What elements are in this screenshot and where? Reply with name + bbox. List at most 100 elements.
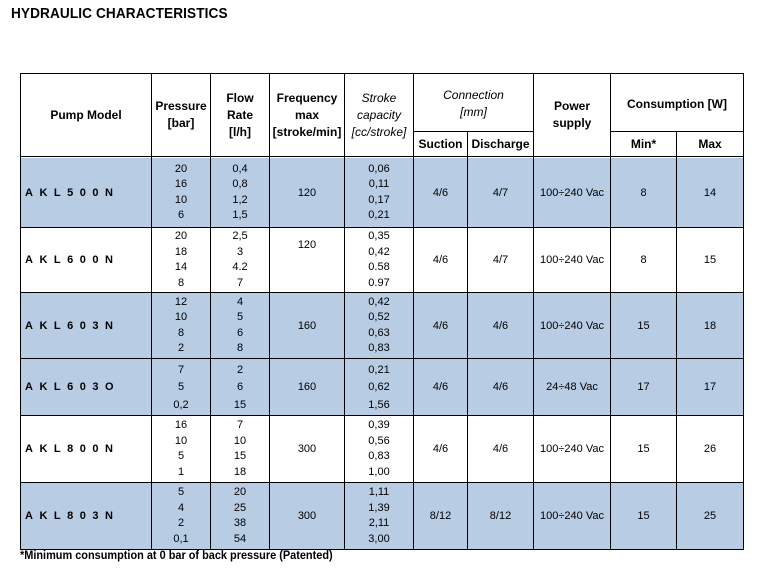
pressure-value: 4 <box>177 501 185 514</box>
col-divider <box>269 74 270 549</box>
pressure-value: 2 <box>177 342 185 354</box>
pressure-values: 20 16 10 6 <box>152 162 210 224</box>
flow-value: 4.2 <box>232 261 248 273</box>
consumption-min-value: 15 <box>637 510 650 522</box>
pump-model: AKL500N <box>25 186 120 199</box>
power-supply-value: 100÷240 Vac <box>540 186 604 199</box>
pump-model: AKL600N <box>25 254 120 266</box>
col-divider <box>210 74 211 549</box>
header-flow-line3: [l/h] <box>229 124 251 139</box>
flow-value: 8 <box>236 342 244 354</box>
frequency-value: 160 <box>297 319 317 332</box>
pump-model: AKL603N <box>25 319 120 332</box>
stroke-value: 0,06 <box>368 162 390 175</box>
pressure-value: 0,2 <box>173 398 189 411</box>
stroke-value: 0,39 <box>368 419 390 431</box>
header-discharge: Discharge <box>471 136 530 151</box>
row-shading <box>21 483 743 549</box>
pressure-values: 16 10 5 1 <box>152 418 210 480</box>
stroke-values: 0,21 0,62 1,56 <box>345 363 413 413</box>
row-divider <box>21 415 743 416</box>
pump-model: AKL603O <box>25 381 121 393</box>
pressure-value: 12 <box>174 295 188 308</box>
discharge-value: 4/6 <box>492 443 509 455</box>
header-pressure: Pressure [bar] <box>152 74 210 156</box>
consumption-max-value: 25 <box>703 510 717 522</box>
pressure-values: 7 5 0,2 <box>152 363 210 413</box>
power-supply-value: 100÷240 Vac <box>540 319 604 332</box>
consumption-min-value: 8 <box>640 254 647 266</box>
flow-value: 25 <box>233 501 247 514</box>
suction-value: 4/6 <box>432 254 449 266</box>
stroke-value: 0,83 <box>368 450 390 462</box>
header-divider <box>21 156 743 157</box>
stroke-value: 3,00 <box>368 532 390 545</box>
suction-value: 4/6 <box>432 186 449 199</box>
pressure-value: 2 <box>177 517 185 529</box>
header-stroke-line2: capacity <box>356 107 402 122</box>
stroke-values: 0,42 0,52 0,63 0,83 <box>345 295 413 357</box>
pressure-value: 5 <box>177 486 185 498</box>
flow-value: 38 <box>233 517 247 529</box>
header-connection-line2: [mm] <box>460 105 487 119</box>
row-divider <box>21 227 743 228</box>
pump-model: AKL803N <box>25 510 120 522</box>
consumption-min-value: 8 <box>640 186 647 199</box>
pressure-value: 1 <box>177 465 185 478</box>
stroke-value: 1,11 <box>368 486 390 498</box>
pressure-values: 5 4 2 0,1 <box>152 485 210 547</box>
pressure-values: 20 18 14 8 <box>152 229 210 291</box>
power-supply-value: 100÷240 Vac <box>540 254 604 266</box>
stroke-value: 0,42 <box>368 245 390 258</box>
header-frequency-line2: max <box>294 107 320 122</box>
stroke-value: 0,62 <box>368 381 390 394</box>
stroke-value: 1,39 <box>368 501 390 514</box>
consumption-subdivider <box>611 131 743 132</box>
flow-value: 18 <box>233 465 247 478</box>
suction-value: 4/6 <box>432 381 449 393</box>
col-divider <box>467 131 468 549</box>
pressure-value: 5 <box>177 450 185 462</box>
consumption-max-value: 14 <box>703 186 717 199</box>
flow-values: 2 6 15 <box>211 363 269 413</box>
stroke-values: 1,11 1,39 2,11 3,00 <box>345 485 413 547</box>
stroke-value: 0,83 <box>368 342 390 354</box>
stroke-value: 0,35 <box>368 230 390 242</box>
flow-value: 15 <box>233 450 247 462</box>
stroke-value: 0.97 <box>368 276 390 289</box>
consumption-max-value: 17 <box>703 381 717 393</box>
flow-value: 2,5 <box>232 230 248 242</box>
flow-value: 15 <box>233 398 247 411</box>
header-suction: Suction <box>418 136 463 151</box>
row-shading <box>21 293 743 358</box>
row-divider <box>21 482 743 483</box>
flow-value: 7 <box>236 276 244 289</box>
header-connection-line1: Connection <box>443 88 504 102</box>
stroke-value: 0,52 <box>368 311 390 323</box>
col-divider <box>676 131 677 549</box>
consumption-min-value: 17 <box>637 381 650 393</box>
header-max: Max <box>698 136 722 151</box>
discharge-value: 4/7 <box>492 254 509 266</box>
row-shading <box>21 158 743 227</box>
pressure-value: 6 <box>177 209 185 221</box>
header-stroke-line1: Stroke <box>361 90 397 105</box>
header-flow-line2: Rate <box>226 107 253 122</box>
footnote: *Minimum consumption at 0 bar of back pr… <box>20 550 333 562</box>
flow-value: 6 <box>236 381 244 394</box>
flow-value: 5 <box>236 311 244 323</box>
consumption-min-value: 15 <box>637 443 650 455</box>
header-frequency: Frequency max [stroke/min] <box>270 74 344 156</box>
stroke-values: 0,39 0,56 0,83 1,00 <box>345 418 413 480</box>
stroke-value: 0,21 <box>368 209 390 221</box>
consumption-min-value: 15 <box>637 319 650 332</box>
col-divider <box>413 74 414 549</box>
col-divider <box>151 74 152 549</box>
flow-value: 2 <box>236 364 244 376</box>
stroke-value: 1,56 <box>368 398 390 411</box>
table-header: Pump Model Pressure [bar] Flow Rate [l/h… <box>21 74 743 156</box>
header-connection: Connection [mm] <box>414 82 533 126</box>
frequency-value: 120 <box>297 186 317 199</box>
suction-value: 4/6 <box>432 443 449 455</box>
flow-value: 10 <box>233 434 247 447</box>
